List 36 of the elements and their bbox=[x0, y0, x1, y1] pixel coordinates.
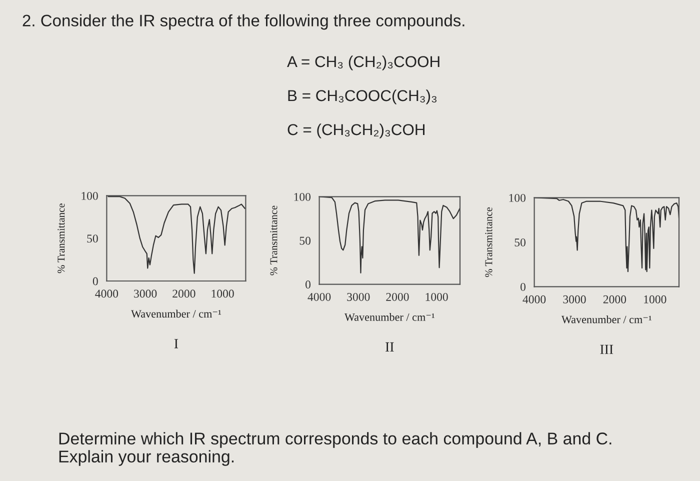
y-tick-label: 50 bbox=[300, 236, 311, 245]
text: Determine which IR spectrum corresponds to each compound A, B and C. bbox=[59, 432, 612, 448]
x-axis-title: Wavenumber / cm⁻¹ bbox=[561, 315, 652, 324]
x-tick-label: 1000 bbox=[426, 292, 448, 301]
y-axis-title: % Transmittance bbox=[485, 207, 492, 277]
x-tick-label: 1000 bbox=[644, 295, 666, 304]
x-tick-label: 4000 bbox=[522, 295, 546, 304]
x-tick-label: 3000 bbox=[134, 290, 157, 298]
y-tick-label: 100 bbox=[294, 192, 311, 201]
x-tick-label: 4000 bbox=[95, 290, 118, 298]
x-tick-label: 2000 bbox=[603, 295, 626, 304]
text: B = CH₃COOC(CH₃)₃ bbox=[288, 90, 437, 104]
y-tick-label: 0 bbox=[520, 282, 526, 291]
x-axis-title: Wavenumber / cm⁻¹ bbox=[131, 310, 221, 318]
text: II bbox=[386, 342, 394, 352]
y-axis-title: % Transmittance bbox=[270, 206, 278, 276]
text: A = CH₃ (CH₂)₃COOH bbox=[287, 56, 440, 70]
text: Explain your reasoning. bbox=[59, 450, 234, 466]
y-tick-label: 50 bbox=[514, 238, 526, 246]
x-tick-label: 2000 bbox=[386, 292, 409, 301]
y-tick-label: 0 bbox=[92, 277, 98, 286]
x-tick-label: 3000 bbox=[347, 292, 370, 301]
y-tick-label: 50 bbox=[87, 234, 98, 243]
y-axis-title: % Transmittance bbox=[58, 204, 65, 274]
y-tick-label: 100 bbox=[509, 194, 526, 202]
x-axis-title: Wavenumber / cm⁻¹ bbox=[344, 313, 434, 321]
text: 2. Consider the IR spectra of the following three compounds. bbox=[22, 14, 464, 30]
x-tick-label: 3000 bbox=[563, 295, 586, 304]
y-tick-label: 0 bbox=[306, 280, 311, 289]
y-tick-label: 100 bbox=[82, 192, 98, 200]
text: I bbox=[174, 339, 178, 348]
x-tick-label: 4000 bbox=[308, 292, 331, 301]
text: III bbox=[600, 344, 614, 354]
x-tick-label: 1000 bbox=[212, 290, 234, 298]
x-tick-label: 2000 bbox=[172, 290, 196, 298]
text: C = (CH₃CH₂)₃COH bbox=[288, 124, 424, 138]
